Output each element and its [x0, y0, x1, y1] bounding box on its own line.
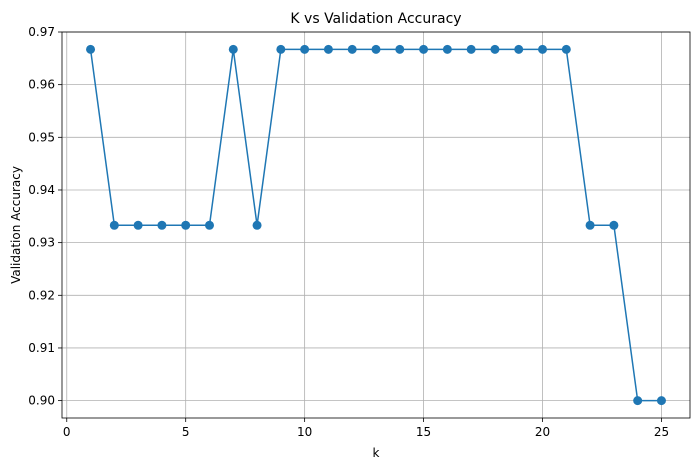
- data-point: [228, 44, 238, 54]
- data-point: [300, 44, 310, 54]
- data-point: [442, 44, 452, 54]
- y-tick-label: 0.90: [28, 394, 55, 408]
- data-point: [133, 220, 143, 230]
- x-tick-label: 5: [182, 425, 190, 439]
- y-tick-label: 0.96: [28, 78, 55, 92]
- axis-ticks: 0 5 10 15 20 25 0.90 0.91 0.92 0.93 0.94 0.95 0.96 0.…: [28, 25, 669, 439]
- y-tick-label: 0.95: [28, 130, 55, 144]
- data-point: [204, 220, 214, 230]
- y-tick-label: 0.94: [28, 183, 55, 197]
- y-tick-label: 0.92: [28, 288, 55, 302]
- data-point: [538, 44, 548, 54]
- y-tick-label: 0.97: [28, 25, 55, 39]
- data-point: [419, 44, 429, 54]
- data-point: [181, 220, 191, 230]
- data-point: [490, 44, 500, 54]
- x-tick-label: 25: [654, 425, 669, 439]
- x-tick-label: 10: [297, 425, 312, 439]
- y-tick-label: 0.93: [28, 236, 55, 250]
- y-tick-label: 0.91: [28, 341, 55, 355]
- x-tick-label: 15: [416, 425, 431, 439]
- data-point: [276, 44, 286, 54]
- data-point: [609, 220, 619, 230]
- plot-frame: [61, 31, 691, 419]
- data-point: [561, 44, 571, 54]
- data-point: [395, 44, 405, 54]
- data-point: [86, 44, 96, 54]
- x-axis-label: k: [373, 446, 380, 460]
- series: [86, 44, 666, 406]
- data-point: [514, 44, 524, 54]
- data-point: [371, 44, 381, 54]
- data-point: [347, 44, 357, 54]
- data-point: [656, 396, 666, 406]
- data-point: [633, 396, 643, 406]
- y-axis-label: Validation Accuracy: [9, 166, 23, 284]
- data-point: [585, 220, 595, 230]
- chart-title: K vs Validation Accuracy: [290, 11, 461, 27]
- data-point: [252, 220, 262, 230]
- data-point: [466, 44, 476, 54]
- data-point: [323, 44, 333, 54]
- x-tick-label: 0: [63, 425, 71, 439]
- data-point: [109, 220, 119, 230]
- data-point: [157, 220, 167, 230]
- x-tick-label: 20: [535, 425, 550, 439]
